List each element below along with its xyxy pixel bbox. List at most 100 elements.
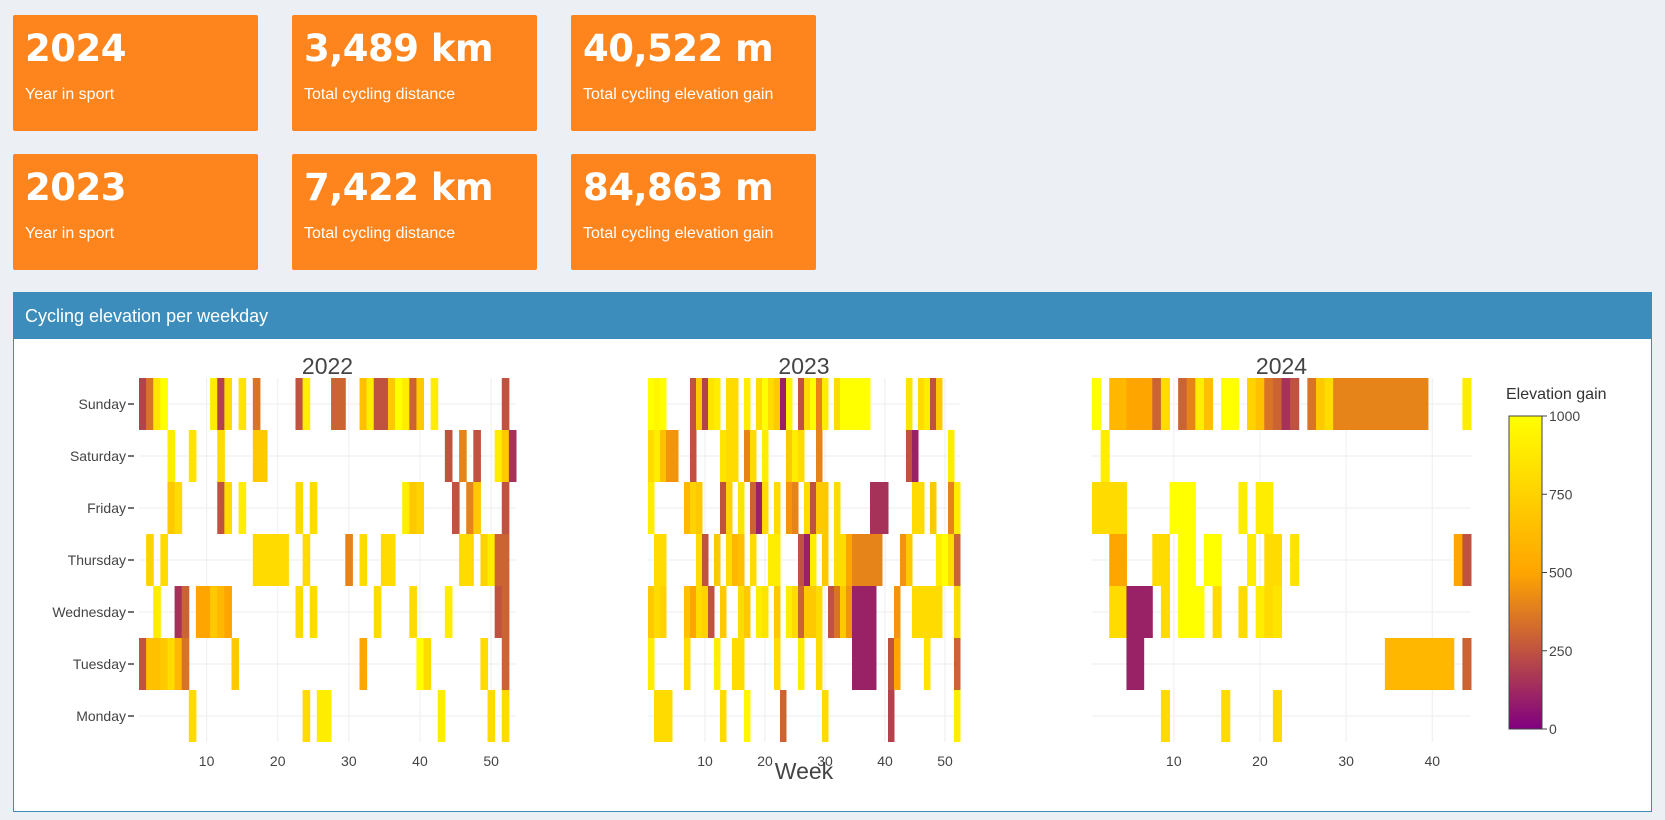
heatmap-cell	[252, 378, 261, 430]
heatmap-cell	[816, 586, 823, 638]
heatmap-cell	[466, 482, 474, 534]
heatmap-cell	[252, 430, 261, 482]
heatmap-cell	[714, 638, 721, 690]
heatmap-cell	[402, 378, 410, 430]
weekday-label: Monday	[76, 708, 126, 724]
heatmap-cell	[1462, 534, 1472, 586]
stat-label: Total cycling distance	[304, 86, 456, 103]
heatmap-cell	[648, 378, 655, 430]
heatmap-cell	[210, 378, 218, 430]
heatmap-cell	[954, 690, 961, 742]
heatmap-cell	[726, 430, 733, 482]
heatmap-cell	[870, 638, 877, 690]
heatmap-cell	[416, 638, 425, 690]
heatmap-cell	[756, 482, 763, 534]
heatmap-cell	[373, 378, 382, 430]
heatmap-cell	[409, 482, 417, 534]
heatmap-cell	[1160, 690, 1171, 742]
heatmap-cell	[295, 586, 304, 638]
heatmap-cell	[762, 586, 769, 638]
heatmap-cell	[1135, 378, 1145, 430]
heatmap-cell	[1367, 378, 1377, 430]
heatmap-cell	[744, 378, 751, 430]
heatmap-cell	[750, 482, 757, 534]
heatmap-cell	[466, 534, 474, 586]
heatmap-cell	[1135, 638, 1145, 690]
heatmap-cell	[834, 586, 841, 638]
heatmap-cell	[302, 690, 311, 742]
heatmap-cell	[217, 430, 225, 482]
heatmap-cell	[834, 482, 841, 534]
heatmap-cell	[1247, 378, 1257, 430]
heatmap-cell	[1160, 378, 1171, 430]
heatmap-cell	[798, 534, 805, 586]
heatmap-cell	[146, 534, 154, 586]
stat-value: 2023	[25, 166, 126, 209]
stat-value: 84,863 m	[583, 166, 774, 209]
heatmap-cell	[1117, 534, 1127, 586]
heatmap-cell	[948, 534, 955, 586]
heatmap-cell	[1281, 378, 1291, 430]
heatmap-cell	[816, 638, 823, 690]
heatmap-cell	[1109, 378, 1119, 430]
heatmap-cell	[451, 482, 460, 534]
panel-title: Cycling elevation per weekday	[14, 293, 1651, 339]
heatmap-cell	[309, 586, 318, 638]
heatmap-cell	[167, 430, 176, 482]
heatmap-cell	[876, 482, 883, 534]
heatmap-cell	[501, 482, 510, 534]
heatmap-cell	[780, 690, 787, 742]
heatmap-cell	[1109, 586, 1119, 638]
heatmap-cell	[494, 430, 503, 482]
heatmap-cell	[774, 534, 781, 586]
heatmap-cell	[666, 430, 673, 482]
stat-label: Total cycling elevation gain	[583, 86, 774, 103]
heatmap-cell	[792, 482, 799, 534]
x-tick-label: 30	[817, 753, 833, 769]
heatmap-cell	[139, 378, 147, 430]
heatmap-cell	[864, 378, 871, 430]
heatmap-cell	[690, 430, 697, 482]
heatmap-cell	[331, 378, 339, 430]
heatmap-cell	[918, 378, 925, 430]
heatmap-cell	[217, 586, 225, 638]
heatmap-cell	[480, 638, 489, 690]
heatmap-cell	[816, 378, 823, 430]
heatmap-cell	[1290, 534, 1300, 586]
heatmap-cell	[1247, 534, 1257, 586]
x-tick-label: 30	[1338, 753, 1354, 769]
heatmap-cell	[473, 430, 481, 482]
elevation-heatmap-panel: Cycling elevation per weekday Sunday Satu…	[13, 292, 1652, 812]
heatmap-cell	[459, 534, 467, 586]
subplot-title: 2024	[1256, 353, 1307, 379]
heatmap-cell	[1272, 690, 1282, 742]
heatmap-cell	[210, 586, 218, 638]
heatmap-cell	[798, 638, 805, 690]
heatmap-cell	[1117, 378, 1127, 430]
heatmap-cell	[188, 430, 197, 482]
heatmap-cell	[702, 586, 709, 638]
heatmap-cell	[1393, 378, 1403, 430]
heatmap-cell	[1186, 378, 1196, 430]
heatmap-cell	[1100, 430, 1110, 482]
heatmap-cell	[864, 586, 871, 638]
heatmap-cell	[338, 378, 346, 430]
stat-value: 40,522 m	[583, 27, 774, 70]
heatmap-cell	[792, 586, 799, 638]
heatmap-cell	[1212, 534, 1222, 586]
heatmap-cell	[1427, 638, 1438, 690]
heatmap-cell	[1152, 378, 1162, 430]
heatmap-cell	[1384, 638, 1394, 690]
heatmap-cell	[864, 534, 871, 586]
heatmap-cell	[1117, 586, 1127, 638]
heatmap-cell	[792, 430, 799, 482]
heatmap-cell	[224, 482, 232, 534]
heatmap-cell	[1410, 378, 1420, 430]
heatmap-cell	[750, 430, 757, 482]
heatmap-cell	[302, 378, 311, 430]
weekday-label: Thursday	[68, 552, 126, 568]
heatmap-cell	[316, 690, 325, 742]
heatmap-cell	[648, 638, 655, 690]
heatmap-cell	[1135, 586, 1145, 638]
heatmap-cell	[1178, 482, 1188, 534]
